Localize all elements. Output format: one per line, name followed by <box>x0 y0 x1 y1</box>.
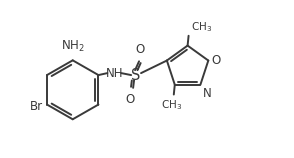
Text: CH$_3$: CH$_3$ <box>161 98 182 112</box>
Text: N: N <box>202 87 211 100</box>
Text: NH$_2$: NH$_2$ <box>61 39 85 55</box>
Text: O: O <box>211 54 220 67</box>
Text: S: S <box>131 68 141 83</box>
Text: CH$_3$: CH$_3$ <box>191 20 212 34</box>
Text: O: O <box>126 93 135 106</box>
Text: Br: Br <box>30 100 43 113</box>
Text: O: O <box>136 43 145 56</box>
Text: NH: NH <box>106 67 123 80</box>
